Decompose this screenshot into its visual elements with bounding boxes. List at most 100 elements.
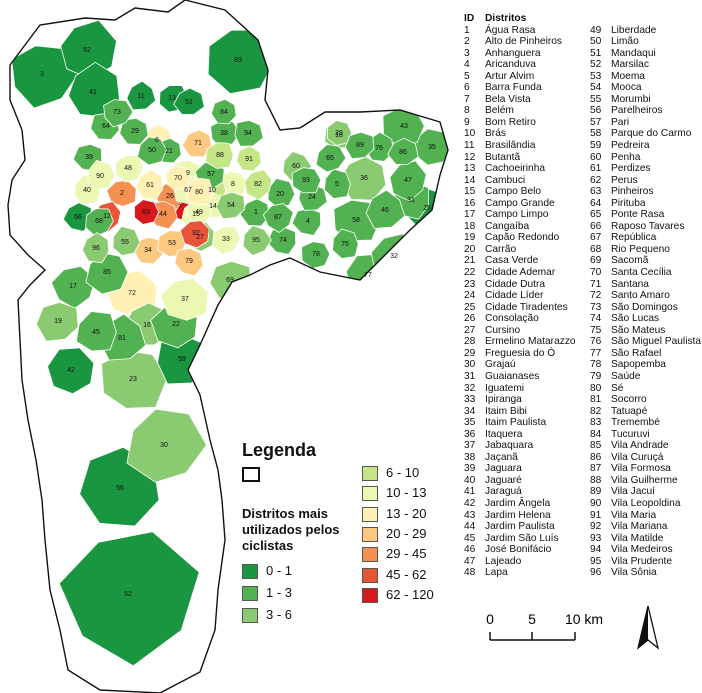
district-id: 22 (464, 267, 476, 279)
district-name: Vila Prudente (611, 555, 672, 567)
district-id: 15 (464, 186, 476, 198)
district-list-item: 79 Saúde (590, 371, 701, 383)
legend-class-3: 6 - 10 (362, 465, 472, 483)
district-name: Itaquera (485, 428, 523, 440)
district-list-item: 85 Vila Andrade (590, 440, 701, 452)
district-name: Sacomã (611, 255, 649, 267)
district-list-item: 44 Jardim Paulista (464, 521, 576, 533)
district-label-8: 8 (231, 181, 235, 188)
district-list-item: 95 Vila Prudente (590, 556, 701, 568)
district-73 (103, 99, 134, 128)
district-name: Cidade Dutra (485, 278, 546, 290)
district-list-item: 16 Campo Grande (464, 198, 576, 210)
district-name: Água Rasa (485, 24, 536, 36)
district-label-3: 3 (40, 71, 44, 78)
legend-title: Legenda (242, 440, 317, 460)
district-75 (332, 228, 359, 259)
district-91 (235, 145, 262, 172)
district-list-item: 72 Santo Amaro (590, 290, 701, 302)
legend-class-2: 3 - 6 (242, 607, 352, 625)
district-label-95: 95 (252, 237, 260, 244)
district-id: 62 (590, 174, 602, 186)
district-id: 74 (590, 313, 602, 325)
district-list-item: 36 Itaquera (464, 429, 576, 441)
district-list-item: 29 Freguesia do Ó (464, 348, 576, 360)
district-id: 89 (590, 486, 602, 498)
district-id: 42 (464, 497, 476, 509)
district-id: 86 (590, 451, 602, 463)
legend-class-8: 45 - 62 (362, 567, 472, 585)
district-list-item: 73 São Domingos (590, 302, 701, 314)
district-name: Perdizes (611, 163, 651, 175)
district-name: Sapopemba (611, 359, 666, 371)
district-label-12: 12 (103, 213, 111, 220)
district-list-item: 19 Capão Redondo (464, 232, 576, 244)
legend-swatch (362, 587, 378, 603)
district-name: Grajaú (485, 359, 516, 371)
district-list-item: 41 Jaraguá (464, 486, 576, 498)
district-label-40: 40 (83, 187, 91, 194)
district-label-47: 47 (404, 177, 412, 184)
district-list-item: 32 Iguatemi (464, 383, 576, 395)
district-list-item: 14 Cambuci (464, 175, 576, 187)
district-id: 60 (590, 151, 602, 163)
district-list-item: 40 Jaguaré (464, 475, 576, 487)
district-list-item: 65 Ponte Rasa (590, 209, 701, 221)
district-label-88: 88 (216, 152, 224, 159)
district-label-64: 64 (102, 123, 110, 130)
district-label-31: 31 (407, 197, 415, 204)
district-label-58: 58 (352, 217, 360, 224)
district-id: 55 (590, 93, 602, 105)
district-name: Pirituba (611, 197, 646, 209)
district-name: Santana (611, 278, 649, 290)
district-name: Tremembé (611, 417, 660, 429)
district-label-34: 34 (144, 247, 152, 254)
district-name: Campo Belo (485, 186, 542, 198)
district-label-42: 42 (67, 367, 75, 374)
legend-swatch (242, 586, 258, 601)
district-id: 79 (590, 370, 602, 382)
district-label-5: 5 (335, 181, 339, 188)
district-id: 48 (464, 567, 476, 579)
district-name: Vila Curuçá (611, 451, 664, 463)
district-name: Ipiranga (485, 394, 522, 406)
district-name: São Domingos (611, 301, 678, 313)
district-label-39: 39 (85, 154, 93, 161)
district-name: Morumbi (611, 93, 651, 105)
district-label-28: 28 (335, 130, 343, 137)
district-label-20: 20 (276, 191, 284, 198)
district-name: Jardim São Luís (485, 532, 559, 544)
district-id: 41 (464, 486, 476, 498)
district-2 (106, 179, 137, 207)
district-name: Campo Limpo (485, 209, 549, 221)
district-list-item: 27 Cursino (464, 325, 576, 337)
district-label-29: 29 (131, 128, 139, 135)
district-id: 93 (590, 532, 602, 544)
scale-bar: 0 5 10 km (486, 611, 603, 641)
district-label-66: 66 (74, 214, 82, 221)
district-65 (315, 144, 347, 173)
district-id: 25 (464, 301, 476, 313)
district-name: Pinheiros (611, 186, 654, 198)
district-list-column-2: 49 Liberdade 50 Limão 51 Mandaqui 52 Marsilac 53… (590, 25, 701, 579)
district-id: 67 (590, 232, 602, 244)
district-id: 63 (590, 186, 602, 198)
district-id: 43 (464, 509, 476, 521)
district-55 (112, 225, 141, 256)
district-name: Vila Sônia (611, 567, 657, 579)
district-label-96: 96 (92, 245, 100, 252)
district-list-item: 30 Grajaú (464, 359, 576, 371)
district-label-71: 71 (194, 140, 202, 147)
district-list-item: 71 Santana (590, 279, 701, 291)
district-id: 88 (590, 474, 602, 486)
district-id: 54 (590, 82, 602, 94)
district-list-item: 56 Parelheiros (590, 105, 701, 117)
district-id: 75 (590, 324, 602, 336)
district-label-68: 68 (95, 218, 103, 225)
district-label-18: 18 (335, 132, 343, 139)
district-label-43: 43 (400, 123, 408, 130)
district-name: Sé (611, 382, 624, 394)
legend-class-7: 29 - 45 (362, 546, 472, 564)
district-label-11: 11 (137, 93, 144, 100)
